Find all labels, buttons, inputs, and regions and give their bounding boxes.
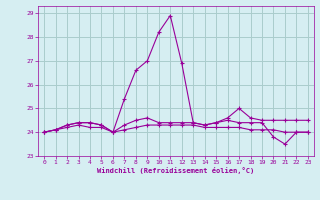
- X-axis label: Windchill (Refroidissement éolien,°C): Windchill (Refroidissement éolien,°C): [97, 167, 255, 174]
